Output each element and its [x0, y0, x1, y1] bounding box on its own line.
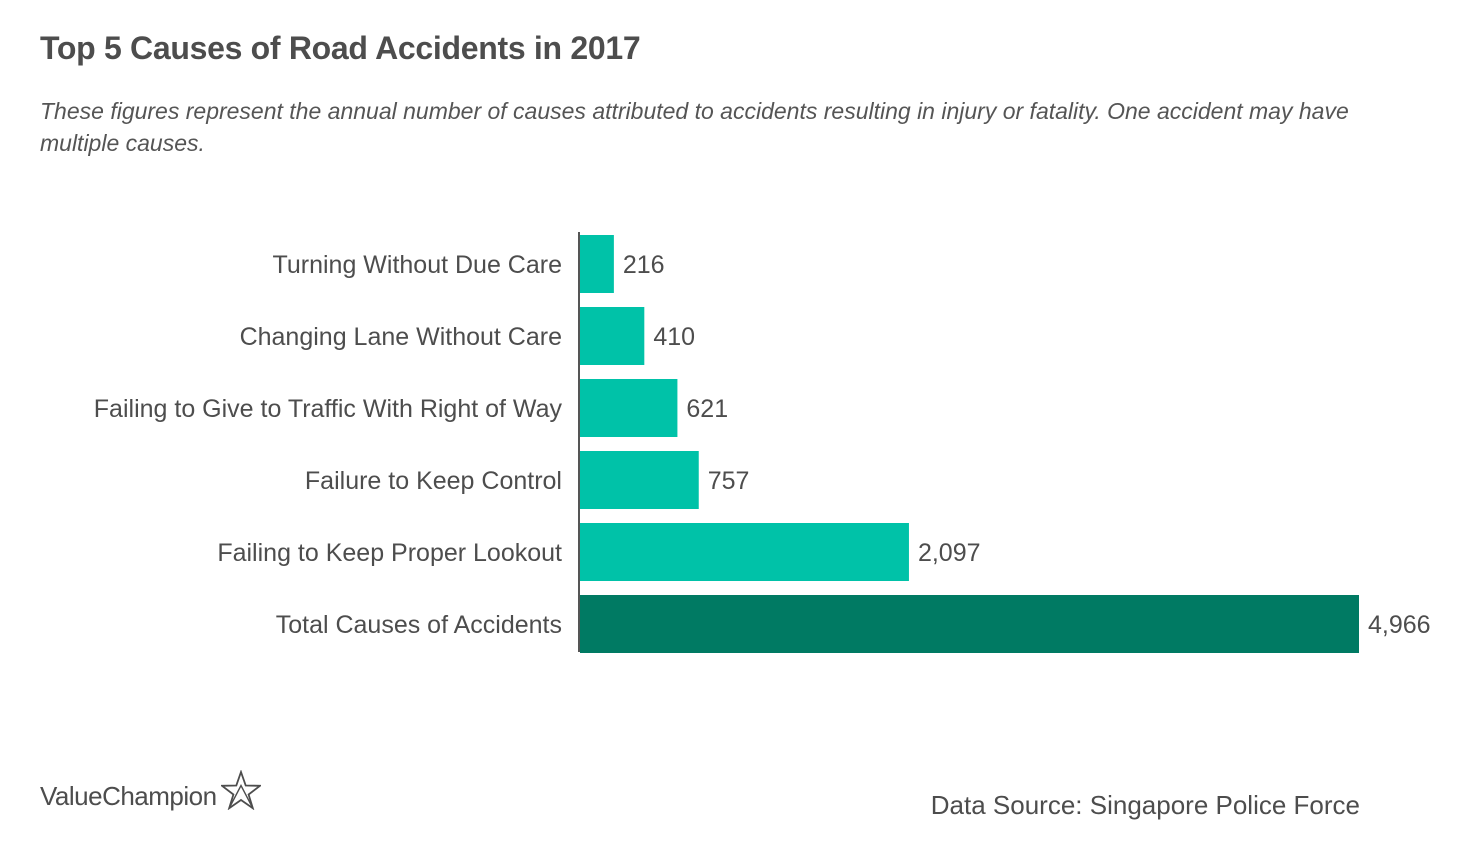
bar-4	[580, 523, 909, 581]
category-label-3: Failure to Keep Control	[305, 467, 562, 495]
bar-3	[580, 451, 699, 509]
category-label-2: Failing to Give to Traffic With Right of…	[94, 395, 563, 423]
category-label-1: Changing Lane Without Care	[240, 323, 562, 351]
value-label-0: 216	[623, 251, 665, 279]
bar-1	[580, 307, 645, 365]
category-label-4: Failing to Keep Proper Lookout	[217, 539, 562, 567]
bar-5	[580, 595, 1359, 653]
category-label-0: Turning Without Due Care	[273, 251, 562, 279]
bar-2	[580, 379, 678, 437]
value-label-3: 757	[708, 467, 750, 495]
data-source: Data Source: Singapore Police Force	[930, 790, 1360, 820]
value-label-4: 2,097	[918, 539, 981, 567]
chart-subtitle: These figures represent the annual numbe…	[40, 98, 1349, 156]
value-label-1: 410	[653, 323, 695, 351]
star-outline-icon	[220, 770, 261, 810]
value-label-5: 4,966	[1368, 611, 1431, 639]
chart-title: Top 5 Causes of Road Accidents in 2017	[40, 30, 641, 66]
category-label-5: Total Causes of Accidents	[276, 611, 562, 639]
brand-logo: ValueChampion	[40, 770, 261, 812]
brand-logo-text: ValueChampion	[40, 781, 217, 811]
bar-0	[580, 235, 614, 293]
value-label-2: 621	[686, 395, 728, 423]
